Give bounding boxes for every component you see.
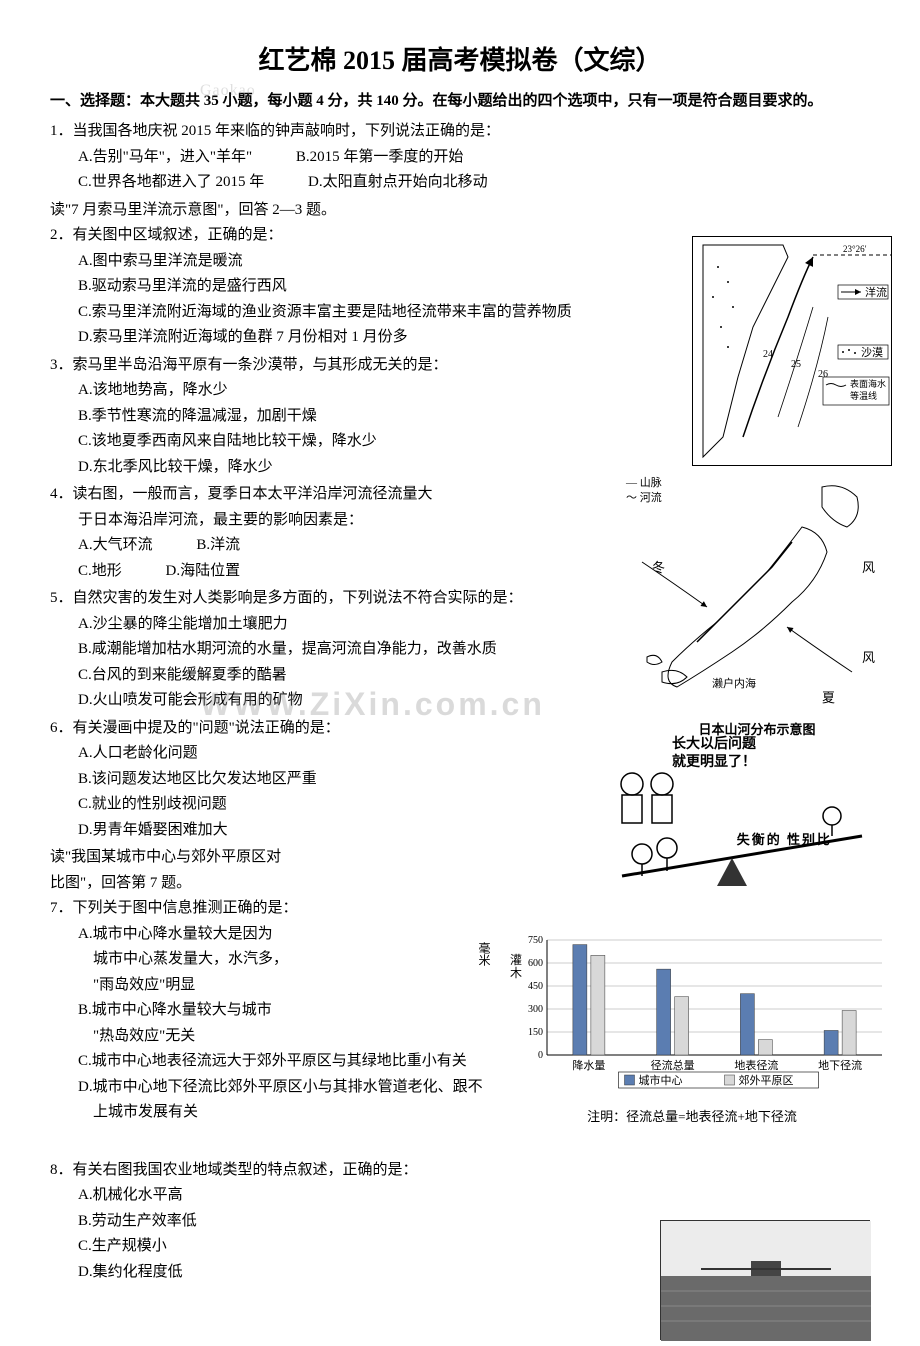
svg-text:城市中心: 城市中心 [639, 1073, 683, 1087]
q4-option-b: B.洋流 [196, 533, 240, 559]
cartoon-text-l1: 长大以后问题 [672, 737, 756, 752]
q1-option-b: B.2015 年第一季度的开始 [296, 145, 464, 171]
q1-option-d: D.太阳直射点开始向北移动 [308, 170, 488, 196]
svg-text:地表径流: 地表径流 [734, 1058, 778, 1072]
svg-text:径流总量: 径流总量 [651, 1058, 695, 1072]
q7-stem: 7．下列关于图中信息推测正确的是： [50, 896, 870, 922]
q8-option-a: A.机械化水平高 [78, 1183, 870, 1209]
japan-legend: — 山脉 ～ 河流 [626, 476, 662, 507]
intro-q2-3: 读"7 月索马里洋流示意图"，回答 2—3 题。 [50, 198, 870, 224]
legend-desert: 沙漠 [861, 346, 883, 359]
svg-text:600: 600 [528, 958, 543, 969]
exam-title: 红艺棉 2015 届高考模拟卷（文综） [50, 40, 870, 77]
japan-legend-mountain: — 山脉 [626, 477, 662, 489]
farm-svg [661, 1221, 871, 1341]
chart-svg: 0 150 300 450 600 750 降水量 径流总量 地表径流 地下径流城市中心 郊外平原区 [492, 930, 892, 1100]
japan-feng2: 风 [862, 650, 875, 665]
japan-summer: 夏 [822, 690, 835, 705]
cartoon-seesaw-label: 失衡的 性别比 [737, 829, 832, 848]
legend-iso-l2: 等温线 [850, 390, 877, 401]
q4-option-a: A.大气环流 [78, 533, 153, 559]
q7-option-b-l1: B.城市中心降水量较大与城市 [78, 998, 498, 1024]
japan-legend-river: ～ 河流 [626, 492, 662, 504]
japan-sea-label: 濑户内海 [712, 676, 756, 690]
svg-text:25: 25 [791, 359, 801, 370]
figure-farm-photo [660, 1220, 870, 1340]
chart-ylabel-unit: 毫米 [478, 942, 490, 966]
q4-option-d: D.海陆位置 [166, 559, 241, 585]
q1-option-a: A.告别"马年"，进入"羊年" [78, 145, 252, 171]
figure-runoff-chart: 毫米 灌木 0150300450600750降水量径流总量地表径流地下径流城市中… [492, 930, 892, 1125]
q8-stem: 8．有关右图我国农业地域类型的特点叙述，正确的是： [50, 1158, 870, 1184]
q7-option-a-l3: "雨岛效应"明显 [78, 973, 498, 999]
japan-map-svg: 冬 风 风 夏 濑户内海 [622, 472, 892, 712]
q7-option-b-l2: "热岛效应"无关 [78, 1024, 498, 1050]
svg-text:地下径流: 地下径流 [818, 1058, 862, 1072]
cartoon-text-l2: 就更明显了！ [672, 755, 756, 770]
somali-map-svg: 23°26′ 24 25 26 洋流 沙漠 表面海水 等温线 [693, 237, 891, 465]
q1-option-c: C.世界各地都进入了 2015 年 [78, 170, 264, 196]
intro-q7-l1: 读"我国某城市中心与郊外平原区对 [50, 845, 470, 871]
chart-note: 注明：径流总量=地表径流+地下径流 [492, 1106, 892, 1125]
lat-label: 23°26′ [843, 244, 867, 254]
legend-iso-l1: 表面海水 [850, 378, 886, 389]
japan-feng1: 风 [862, 560, 875, 575]
figure-somali-current: 23°26′ 24 25 26 洋流 沙漠 表面海水 等温线 [692, 236, 892, 466]
q1-stem: 1．当我国各地庆祝 2015 年来临的钟声敲响时，下列说法正确的是： [50, 119, 870, 145]
chart-ylabel-cat: 灌木 [510, 954, 524, 980]
svg-text:450: 450 [528, 981, 543, 992]
svg-text:750: 750 [528, 935, 543, 946]
legend-current: 洋流 [865, 285, 887, 299]
section-1-header: 一、选择题：本大题共 35 小题，每小题 4 分，共 140 分。在每小题给出的… [50, 89, 870, 113]
svg-text:300: 300 [528, 1004, 543, 1015]
q4-option-c: C.地形 [78, 559, 122, 585]
svg-text:150: 150 [528, 1027, 543, 1038]
svg-text:降水量: 降水量 [572, 1058, 605, 1072]
q7-option-a-l2: 城市中心蒸发量大，水汽多， [78, 947, 498, 973]
svg-text:0: 0 [538, 1050, 543, 1061]
question-1: 1．当我国各地庆祝 2015 年来临的钟声敲响时，下列说法正确的是： A.告别"… [50, 119, 870, 196]
intro-q7-l2: 比图"，回答第 7 题。 [50, 871, 470, 897]
svg-text:郊外平原区: 郊外平原区 [739, 1074, 794, 1087]
svg-text:24: 24 [763, 349, 773, 360]
figure-japan-rivers: — 山脉 ～ 河流 冬 风 风 夏 濑户内海 日本山河分布示意图 [622, 472, 892, 732]
cartoon-text: 长大以后问题 就更明显了！ [672, 736, 756, 772]
figure-cartoon-gender: 长大以后问题 就更明显了！ 失衡的 性别比 [592, 736, 892, 896]
q7-option-a-l1: A.城市中心降水量较大是因为 [78, 922, 498, 948]
